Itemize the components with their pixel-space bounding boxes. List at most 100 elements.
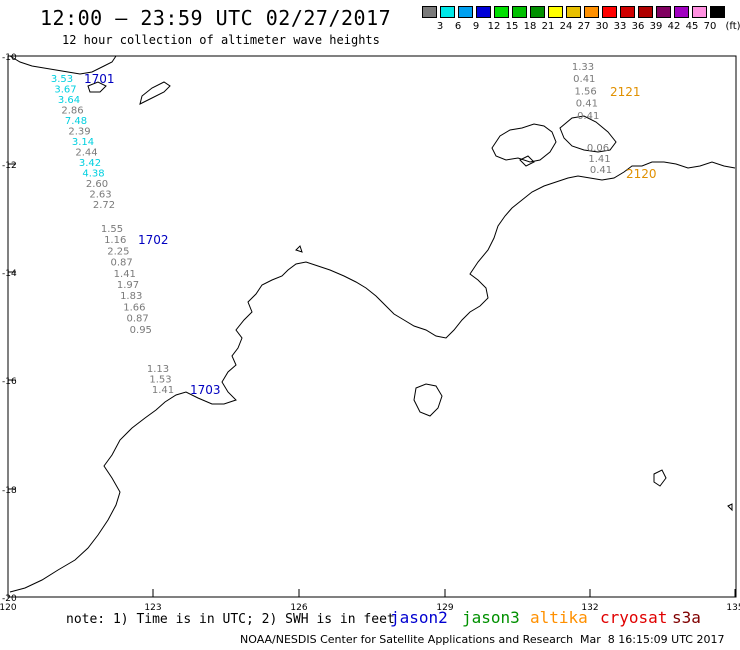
- satellite-name: jason2: [390, 608, 448, 627]
- track-time-label: 1702: [138, 233, 169, 247]
- lat-tick-label: -16: [2, 377, 17, 387]
- legend-swatch: [530, 6, 545, 18]
- legend-swatch: [602, 6, 617, 18]
- footnote: note: 1) Time is in UTC; 2) SWH is in fe…: [66, 612, 395, 627]
- wave-height-value: 3.14: [72, 137, 94, 148]
- legend-swatch: [494, 6, 509, 18]
- legend-label: 39: [649, 21, 663, 32]
- latitude-ticks: -10 -12 -14 -16 -18 -20: [2, 53, 17, 604]
- lat-tick-label: -20: [2, 594, 17, 604]
- wave-height-value: 2.72: [93, 200, 115, 211]
- lon-tick-label: 123: [144, 603, 161, 613]
- legend-label: 24: [559, 21, 573, 32]
- track-time-label: 1703: [190, 383, 221, 397]
- wave-height-value: 1.13: [147, 364, 169, 375]
- wave-height-value: 1.97: [117, 280, 139, 291]
- legend-label: 33: [613, 21, 627, 32]
- legend-swatch: [440, 6, 455, 18]
- wave-height-value: 0.87: [126, 314, 148, 325]
- wave-height-value: 0.41: [576, 99, 598, 110]
- wave-height-value: 1.66: [123, 302, 145, 313]
- legend-unit: (ft): [725, 21, 740, 32]
- lon-tick-label: 135: [726, 603, 740, 613]
- wave-height-value: 0.95: [130, 325, 152, 336]
- wave-height-value: 3.67: [54, 85, 76, 96]
- lat-tick-label: -10: [2, 53, 17, 63]
- credit-text: NOAA/NESDIS Center for Satellite Applica…: [240, 633, 574, 646]
- wave-height-value: 3.64: [58, 95, 80, 106]
- legend-label: 36: [631, 21, 645, 32]
- map-title: 12:00 – 23:59 UTC 02/27/2017: [40, 6, 392, 30]
- lon-tick-label: 120: [0, 603, 17, 613]
- legend-swatch: [692, 6, 707, 18]
- satellite-name: s3a: [672, 608, 701, 627]
- legend-swatch: [476, 6, 491, 18]
- legend-swatch: [458, 6, 473, 18]
- legend-swatch: [512, 6, 527, 18]
- lon-tick-label: 126: [290, 603, 307, 613]
- lat-tick-label: -18: [2, 486, 17, 496]
- wave-height-value: 0.87: [110, 258, 132, 269]
- legend-label: 18: [523, 21, 537, 32]
- legend-label: 3: [436, 21, 444, 32]
- lat-tick-label: -12: [2, 161, 17, 171]
- legend-label: 30: [595, 21, 609, 32]
- wave-height-value: 1.41: [588, 154, 610, 165]
- legend-swatch: [656, 6, 671, 18]
- coastline: [9, 55, 736, 593]
- legend-label: 9: [472, 21, 480, 32]
- timestamp: Mar 8 16:15:09 UTC 2017: [580, 633, 725, 646]
- legend-swatch: [674, 6, 689, 18]
- legend-swatch: [620, 6, 635, 18]
- wave-height-value: 1.33: [572, 62, 594, 73]
- legend-swatch: [548, 6, 563, 18]
- wave-height-value: 1.41: [152, 385, 174, 396]
- wave-height-value: 0.06: [587, 143, 609, 154]
- wave-height-value: 1.41: [114, 269, 136, 280]
- legend-label: 6: [454, 21, 462, 32]
- map-frame: [7, 55, 737, 598]
- map-subtitle: 12 hour collection of altimeter wave hei…: [62, 33, 380, 47]
- legend-label: 12: [487, 21, 501, 32]
- satellite-name: cryosat: [600, 608, 668, 627]
- wave-height-value: 1.55: [101, 224, 123, 235]
- wave-height-value: 0.41: [573, 74, 595, 85]
- track-time-label: 1701: [84, 72, 115, 86]
- satellite-name: altika: [530, 608, 588, 627]
- track-time-label: 2120: [626, 167, 657, 181]
- lon-tick-label: 132: [581, 603, 598, 613]
- wave-height-value: 1.56: [574, 86, 596, 97]
- legend-swatch: [422, 6, 437, 18]
- wave-height-value: 2.63: [89, 190, 111, 201]
- track-time-label: 2121: [610, 85, 641, 99]
- legend-label: 15: [505, 21, 519, 32]
- longitude-ticks: 120 123 126 129 132 135: [0, 589, 740, 613]
- wave-height-value: 1.83: [120, 291, 142, 302]
- legend-label: 27: [577, 21, 591, 32]
- wave-height-value: 2.60: [86, 179, 108, 190]
- wave-height-value: 7.48: [65, 116, 87, 127]
- legend-swatch: [584, 6, 599, 18]
- wave-height-value: 2.44: [75, 148, 97, 159]
- wave-height-value: 2.86: [61, 106, 83, 117]
- wave-height-value: 0.41: [577, 111, 599, 122]
- wave-height-value: 3.53: [51, 74, 73, 85]
- wave-height-value: 2.25: [107, 246, 129, 257]
- wave-height-value: 4.38: [82, 169, 104, 180]
- legend-label: 45: [685, 21, 699, 32]
- legend-swatch: [566, 6, 581, 18]
- legend-label: 70: [703, 21, 717, 32]
- wave-height-value: 0.41: [590, 165, 612, 176]
- wave-height-value: 1.16: [104, 235, 126, 246]
- satellite-name: jason3: [462, 608, 520, 627]
- legend-swatch: [710, 6, 725, 18]
- satellite-tracks: 3.533.673.642.867.482.393.142.443.424.38…: [51, 62, 657, 397]
- legend-label: 42: [667, 21, 681, 32]
- lat-tick-label: -14: [2, 269, 17, 279]
- wave-height-value: 1.53: [149, 375, 171, 386]
- lon-tick-label: 129: [436, 603, 453, 613]
- wave-height-value: 2.39: [68, 127, 90, 138]
- legend-swatch: [638, 6, 653, 18]
- wave-height-value: 3.42: [79, 158, 101, 169]
